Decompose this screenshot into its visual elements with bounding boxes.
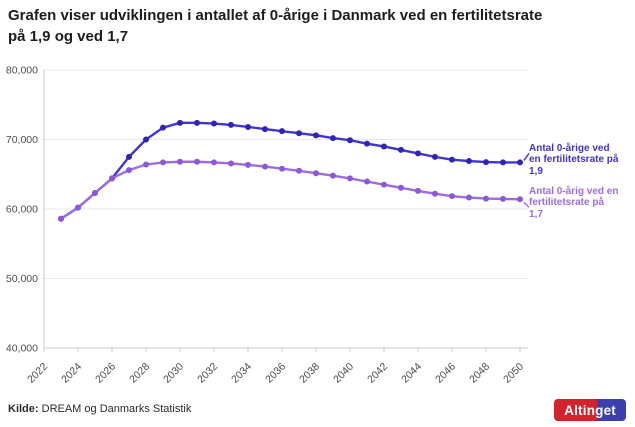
series-label-1-9-line3: 1,9: [529, 165, 543, 177]
data-point-1-7: [160, 159, 166, 166]
data-point-1-9: [398, 146, 404, 153]
x-axis-tick-label: 2038: [297, 361, 322, 386]
data-point-1-9: [211, 120, 217, 127]
chart-title-line2: på 1,9 og ved 1,7: [8, 28, 129, 45]
x-axis-tick-label: 2050: [501, 361, 526, 386]
line-chart: 40,000 50,000 60,000 70,000 80,000 2022 2024 20…: [6, 65, 530, 386]
data-point-1-9: [245, 123, 251, 130]
altinget-logo: Altinget: [554, 399, 626, 421]
data-point-1-7: [126, 167, 132, 174]
series-label-1-7-line2: fertilitetsrate på: [529, 197, 605, 209]
series-label-1-7: Antal 0-årig ved en fertilitetsrate på 1…: [529, 186, 635, 220]
data-point-1-7: [398, 184, 404, 191]
chart-title: Grafen viser udviklingen i antallet af 0…: [8, 5, 624, 47]
x-axis-tick-label: 2024: [59, 361, 84, 386]
data-point-1-7: [415, 187, 421, 194]
data-point-1-7: [177, 158, 183, 165]
data-point-1-7: [194, 158, 200, 165]
x-axis-tick-label: 2022: [25, 361, 50, 386]
data-point-1-7: [75, 204, 81, 211]
data-point-1-7: [143, 161, 149, 168]
data-point-1-9: [517, 159, 523, 166]
y-axis-tick-label: 40,000: [6, 343, 38, 355]
y-axis-tick-label: 70,000: [6, 134, 38, 146]
series-label-1-7-line1: Antal 0-årig ved en: [529, 186, 619, 197]
data-point-1-7: [466, 194, 472, 201]
x-axis-tick-label: 2046: [433, 361, 458, 386]
data-point-1-9: [415, 150, 421, 157]
series-label-1-9: Antal 0-årige ved en fertilitetsrate på …: [529, 143, 635, 177]
data-point-1-7: [432, 190, 438, 197]
source-text: DREAM og Danmarks Statistik: [38, 403, 192, 415]
data-point-1-7: [330, 172, 336, 179]
data-point-1-7: [347, 175, 353, 182]
x-axis-tick-label: 2032: [195, 361, 220, 386]
altinget-logo-text: Altinget: [564, 402, 616, 418]
data-point-1-9: [126, 153, 132, 160]
data-point-1-7: [262, 163, 268, 170]
data-point-1-9: [279, 128, 285, 135]
series-line-1-9: [60, 121, 520, 220]
data-point-1-9: [143, 136, 149, 143]
data-point-1-7: [109, 175, 115, 182]
x-axis-tick-label: 2036: [263, 361, 288, 386]
data-point-1-7: [449, 193, 455, 200]
data-point-1-7: [211, 159, 217, 166]
data-point-1-7: [296, 167, 302, 174]
data-point-1-9: [313, 132, 319, 139]
data-point-1-7: [381, 181, 387, 188]
x-axis-tick-label: 2026: [93, 361, 118, 386]
data-point-1-9: [347, 137, 353, 144]
x-axis-tick-label: 2044: [399, 361, 424, 386]
series-line-1-7: [60, 160, 521, 220]
data-point-1-9: [194, 119, 200, 126]
series-label-leader-1-9: [523, 153, 530, 161]
data-point-1-7: [483, 195, 489, 202]
data-point-1-7: [58, 215, 64, 222]
y-axis-tick-label: 50,000: [6, 273, 38, 285]
series-label-1-9-line2: en fertilitetsrate på: [529, 154, 619, 166]
data-point-1-9: [296, 130, 302, 137]
data-point-1-9: [177, 119, 183, 126]
data-point-1-7: [92, 190, 98, 197]
x-axis-tick-label: 2028: [127, 361, 152, 386]
x-axis-tick-label: 2030: [161, 361, 186, 386]
data-point-1-9: [466, 158, 472, 165]
data-point-1-9: [432, 153, 438, 160]
data-point-1-9: [160, 124, 166, 131]
data-point-1-7: [517, 196, 523, 203]
source-line: Kilde: DREAM og Danmarks Statistik: [8, 403, 191, 415]
series-label-1-7-line3: 1,7: [529, 208, 543, 220]
data-point-1-9: [500, 159, 506, 166]
data-point-1-9: [228, 121, 234, 128]
data-point-1-9: [449, 156, 455, 163]
data-point-1-9: [364, 140, 370, 147]
x-axis-tick-label: 2040: [331, 361, 356, 386]
y-axis-tick-label: 80,000: [6, 65, 38, 77]
series-label-1-9-line1: Antal 0-årige ved: [529, 143, 610, 154]
data-point-1-7: [500, 195, 506, 202]
data-point-1-7: [228, 160, 234, 167]
x-axis-tick-label: 2034: [229, 361, 254, 386]
data-point-1-9: [483, 159, 489, 166]
data-point-1-7: [279, 165, 285, 172]
x-axis-tick-label: 2042: [365, 361, 390, 386]
data-point-1-7: [364, 178, 370, 185]
data-point-1-9: [330, 135, 336, 142]
source-label: Kilde:: [8, 403, 39, 415]
y-axis-tick-label: 60,000: [6, 204, 38, 216]
data-point-1-7: [245, 161, 251, 168]
data-point-1-7: [313, 170, 319, 177]
data-point-1-9: [381, 143, 387, 150]
x-axis-tick-label: 2048: [467, 361, 492, 386]
data-point-1-9: [262, 126, 268, 133]
series-label-leader-1-7: [523, 201, 530, 208]
chart-title-line1: Grafen viser udviklingen i antallet af 0…: [8, 7, 543, 24]
